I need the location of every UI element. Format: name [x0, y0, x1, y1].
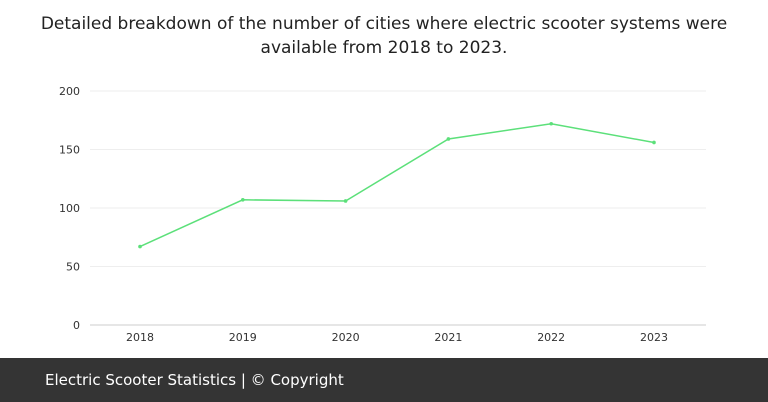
y-tick-label: 150 [59, 144, 80, 157]
x-tick-label: 2018 [126, 331, 154, 344]
series-line [139, 122, 655, 248]
x-tick-label: 2022 [537, 331, 565, 344]
y-tick-label: 200 [59, 85, 80, 98]
x-tick-label: 2019 [229, 331, 257, 344]
chart-title: Detailed breakdown of the number of citi… [40, 14, 728, 58]
data-point [446, 137, 451, 141]
data-point [241, 198, 245, 202]
y-tick-label: 50 [66, 261, 80, 274]
data-point [343, 199, 348, 203]
x-tick-label: 2023 [640, 331, 668, 344]
footer: Electric Scooter Statistics | © Copyrigh… [0, 358, 768, 402]
line-chart: 0 50 100 150 200 2018 2019 2020 2021 2022 2023 [59, 85, 706, 344]
data-point [549, 121, 553, 126]
y-tick-label: 0 [73, 319, 80, 332]
data-point [652, 140, 656, 145]
data-point [138, 244, 142, 249]
y-tick-label: 100 [59, 202, 80, 215]
x-tick-label: 2020 [332, 331, 360, 344]
x-tick-label: 2021 [434, 331, 462, 344]
